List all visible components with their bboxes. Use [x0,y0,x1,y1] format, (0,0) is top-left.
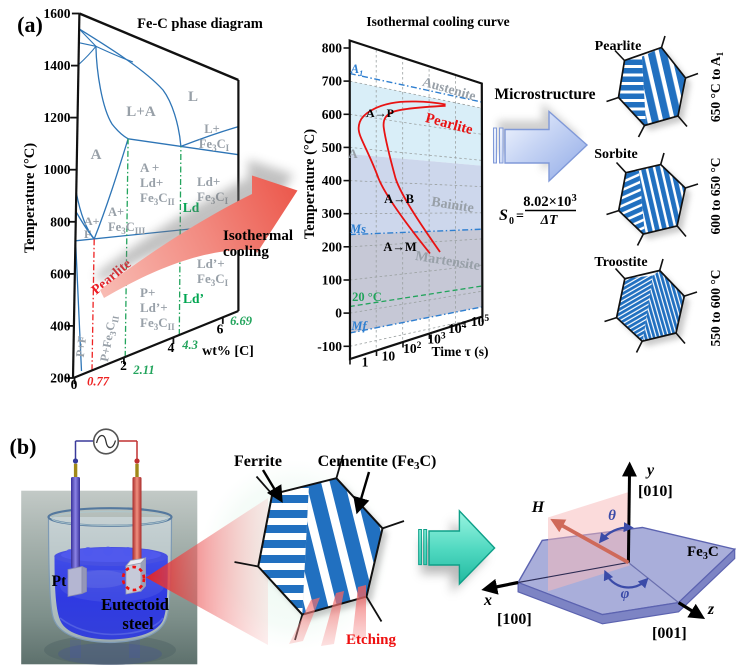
svg-text:Cementite (Fe3​C): Cementite (Fe3​C) [318,453,437,472]
svg-text:Isothermal cooling curve: Isothermal cooling curve [366,14,509,29]
svg-text:[010]: [010] [638,483,673,500]
svg-text:A: A [348,146,358,161]
svg-text:10: 10 [382,349,396,364]
svg-text:Ld’: Ld’ [183,291,204,306]
svg-text:z: z [707,601,715,618]
svg-text:A→P: A→P [366,106,394,120]
svg-text:Fe3​CI​: Fe3​CI​ [197,271,229,288]
svg-text:200: 200 [50,370,71,385]
svg-text:(a): (a) [17,12,43,37]
svg-text:Ld+: Ld+ [197,174,220,189]
svg-text:Ld’+: Ld’+ [140,300,168,315]
svg-text:L: L [188,89,198,105]
svg-text:100: 100 [322,272,343,287]
svg-text:ΔT: ΔT [540,212,558,227]
svg-text:800: 800 [50,214,71,229]
svg-text:8.02×103​: 8.02×103​ [523,193,576,210]
svg-text:φ: φ [621,586,630,602]
svg-text:Fe3​CII​: Fe3​CII​ [140,190,175,207]
svg-text:400: 400 [322,173,343,188]
svg-text:Fe-C phase diagram: Fe-C phase diagram [137,16,263,32]
svg-text:300: 300 [322,206,343,221]
svg-text:A+: A+ [84,214,100,228]
svg-text:400: 400 [50,318,71,333]
svg-text:Fe3​CII​: Fe3​CII​ [140,315,175,332]
svg-text:20 °C: 20 °C [352,290,382,304]
svg-text:-100: -100 [317,339,342,354]
svg-text:Time τ (s): Time τ (s) [432,344,489,359]
svg-text:Ld’+: Ld’+ [197,256,225,271]
svg-text:Isothermal: Isothermal [223,228,293,244]
svg-text:6.69: 6.69 [230,314,253,328]
svg-text:[100]: [100] [497,611,532,628]
svg-text:H: H [531,499,545,516]
svg-text:Etching: Etching [346,632,397,648]
svg-text:700: 700 [322,74,343,89]
svg-text:S: S [499,207,508,224]
svg-text:Microstructure: Microstructure [495,86,596,103]
svg-text:Ld+: Ld+ [140,175,163,190]
svg-text:650 °C to A1​: 650 °C to A1​ [708,51,725,122]
svg-text:wt% [C]: wt% [C] [202,344,254,359]
svg-text:800: 800 [322,41,343,56]
svg-text:600: 600 [50,266,71,281]
svg-text:θ: θ [608,508,616,524]
svg-text:y: y [645,462,655,479]
svg-text:[001]: [001] [652,625,687,642]
svg-text:F: F [84,227,91,241]
svg-text:1000: 1000 [44,162,71,177]
svg-text:600: 600 [322,107,343,122]
svg-text:1: 1 [362,354,369,369]
svg-text:Fe3​CI​: Fe3​CI​ [199,137,230,153]
svg-text:1400: 1400 [44,58,71,73]
svg-text:0: 0 [335,306,342,321]
svg-text:A→M: A→M [383,240,417,254]
svg-text:6: 6 [217,322,224,337]
svg-text:Ms: Ms [349,222,366,236]
svg-text:Mf: Mf [350,319,368,333]
svg-text:2.11: 2.11 [132,363,154,377]
svg-text:A+: A+ [108,205,124,219]
svg-text:200: 200 [322,239,343,254]
svg-text:500: 500 [322,140,343,155]
svg-text:Eutectoid: Eutectoid [101,595,169,614]
svg-text:550 to 600 °C: 550 to 600 °C [708,269,723,346]
svg-text:0: 0 [509,216,514,227]
svg-text:Pearlite: Pearlite [595,39,642,54]
svg-text:A→B: A→B [384,192,414,206]
svg-text:Fe3​C: Fe3​C [687,544,719,562]
svg-text:cooling: cooling [223,244,269,260]
svg-text:4.3: 4.3 [181,338,198,352]
svg-text:=: = [516,209,524,224]
svg-text:0: 0 [71,377,78,392]
svg-text:Temperature (°C): Temperature (°C) [22,143,38,253]
svg-text:2: 2 [120,358,127,373]
svg-text:Sorbite: Sorbite [594,147,638,162]
svg-text:600 to 650 °C: 600 to 650 °C [708,157,723,234]
svg-text:P+: P+ [140,285,155,300]
svg-text:Troostite: Troostite [594,255,647,270]
svg-text:L+A: L+A [126,104,156,120]
svg-text:4: 4 [168,340,175,355]
svg-text:steel: steel [122,614,154,633]
svg-text:1200: 1200 [44,110,71,125]
svg-text:Temperature (°C): Temperature (°C) [302,129,318,239]
svg-text:0.77: 0.77 [87,375,110,389]
svg-text:A +: A + [140,160,159,175]
svg-text:1600: 1600 [44,6,71,21]
svg-text:x: x [483,592,492,609]
svg-text:Ferrite: Ferrite [234,453,282,470]
svg-text:L+: L+ [204,122,219,136]
svg-text:Bainite: Bainite [430,195,475,217]
svg-text:P+F: P+F [73,335,90,358]
svg-text:Pt: Pt [52,573,67,590]
svg-text:A: A [91,147,102,163]
svg-text:(b): (b) [10,434,37,459]
